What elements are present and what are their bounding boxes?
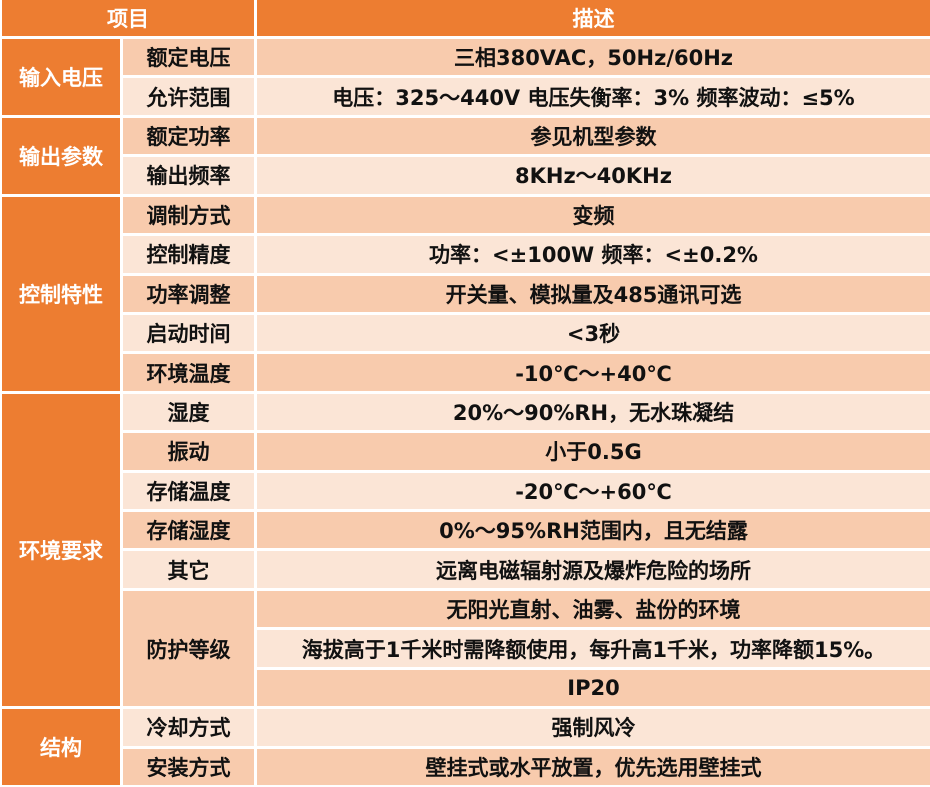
row-value: -10℃～+40℃: [257, 354, 930, 391]
row-value: <3秒: [257, 314, 930, 352]
group-label: 环境要求: [2, 393, 120, 707]
group-label: 控制特性: [2, 196, 120, 391]
row-label: 振动: [123, 433, 254, 470]
row-label: 调制方式: [123, 196, 254, 234]
row-label: 防护等级: [123, 590, 254, 707]
row-label: 其它: [123, 551, 254, 588]
header-description: 描述: [257, 0, 930, 36]
row-value: 小于0.5G: [257, 433, 930, 470]
row-value: 8KHz～40KHz: [257, 157, 930, 194]
header-item: 项目: [2, 0, 254, 36]
row-value: 变频: [257, 196, 930, 234]
row-label: 环境温度: [123, 354, 254, 391]
row-label: 允许范围: [123, 78, 254, 115]
row-label: 控制精度: [123, 236, 254, 273]
row-label: 额定功率: [123, 117, 254, 155]
row-label: 存储湿度: [123, 512, 254, 549]
row-value: 电压：325～440V 电压失衡率：3% 频率波动：≤5%: [257, 78, 930, 115]
row-value: 远离电磁辐射源及爆炸危险的场所: [257, 551, 930, 588]
row-value: -20℃～+60℃: [257, 472, 930, 510]
row-label: 额定电压: [123, 39, 254, 76]
group-label: 结构: [2, 709, 120, 785]
row-value: 0%～95%RH范围内，且无结露: [257, 512, 930, 549]
group-label: 输出参数: [2, 117, 120, 194]
row-value: 参见机型参数: [257, 117, 930, 155]
row-label: 功率调整: [123, 275, 254, 312]
row-value: 无阳光直射、油雾、盐份的环境: [257, 590, 930, 628]
row-value: IP20: [257, 669, 930, 707]
row-value: 海拔高于1千米时需降额使用，每升高1千米，功率降额15%。: [257, 630, 930, 667]
row-value: 壁挂式或水平放置，优先选用壁挂式: [257, 748, 930, 785]
row-label: 输出频率: [123, 157, 254, 194]
row-value: 功率：<±100W 频率：<±0.2%: [257, 236, 930, 273]
row-value: 强制风冷: [257, 709, 930, 746]
row-label: 冷却方式: [123, 709, 254, 746]
row-value: 20%～90%RH，无水珠凝结: [257, 393, 930, 431]
row-value: 三相380VAC，50Hz/60Hz: [257, 39, 930, 76]
row-value: 开关量、模拟量及485通讯可选: [257, 275, 930, 312]
row-label: 安装方式: [123, 748, 254, 785]
row-label: 存储温度: [123, 472, 254, 510]
group-label: 输入电压: [2, 39, 120, 115]
row-label: 启动时间: [123, 314, 254, 352]
row-label: 湿度: [123, 393, 254, 431]
